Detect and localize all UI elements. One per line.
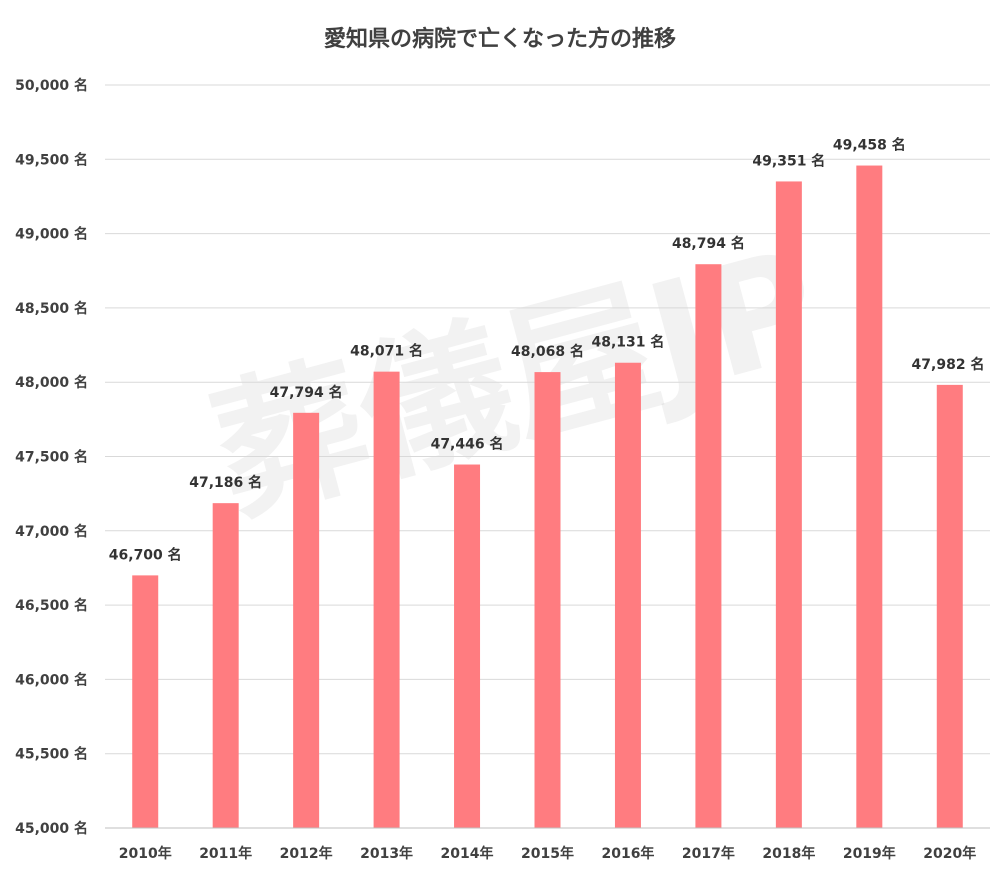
data-label: 47,982 名 bbox=[912, 356, 985, 373]
data-labels: 46,700 名 47,186 名 47,794 名 48,071 名 47,446 名… bbox=[109, 137, 985, 564]
data-label: 47,446 名 bbox=[431, 436, 504, 453]
bar bbox=[936, 384, 963, 828]
bar bbox=[132, 575, 159, 828]
bar bbox=[212, 503, 239, 828]
data-label: 47,794 名 bbox=[270, 384, 343, 401]
data-label: 48,794 名 bbox=[672, 235, 745, 252]
x-tick-label: 2019年 bbox=[843, 845, 896, 862]
y-tick-label: 48,000 名 bbox=[15, 374, 88, 391]
y-tick-label: 47,500 名 bbox=[15, 449, 88, 466]
bar bbox=[695, 264, 722, 828]
y-axis-tick-labels: 45,000 名 45,500 名 46,000 名 46,500 名 47,000 名… bbox=[15, 77, 88, 837]
y-tick-label: 47,000 名 bbox=[15, 523, 88, 540]
data-label: 47,186 名 bbox=[189, 474, 262, 491]
y-tick-label: 45,500 名 bbox=[15, 746, 88, 763]
x-tick-label: 2012年 bbox=[280, 845, 333, 862]
data-label: 48,068 名 bbox=[511, 343, 584, 360]
watermark-text: 葬儀屋JP bbox=[197, 217, 837, 544]
chart-title: 愛知県の病院で亡くなった方の推移 bbox=[324, 26, 676, 52]
x-tick-label: 2016年 bbox=[601, 845, 654, 862]
y-tick-label: 45,000 名 bbox=[15, 820, 88, 837]
bar bbox=[534, 372, 561, 828]
bar bbox=[614, 362, 641, 828]
data-label: 46,700 名 bbox=[109, 546, 182, 563]
y-tick-label: 48,500 名 bbox=[15, 300, 88, 317]
x-axis-tick-labels: 2010年 2011年 2012年 2013年 2014年 2015年 2016年 2017年… bbox=[119, 845, 977, 862]
x-tick-label: 2018年 bbox=[762, 845, 815, 862]
x-tick-label: 2014年 bbox=[441, 845, 494, 862]
x-tick-label: 2013年 bbox=[360, 845, 413, 862]
y-tick-label: 49,500 名 bbox=[15, 151, 88, 168]
data-label: 49,458 名 bbox=[833, 137, 906, 154]
data-label: 49,351 名 bbox=[752, 152, 825, 169]
y-tick-label: 50,000 名 bbox=[15, 77, 88, 94]
y-tick-label: 46,000 名 bbox=[15, 671, 88, 688]
data-label: 48,071 名 bbox=[350, 343, 423, 360]
bar bbox=[293, 412, 320, 828]
x-tick-label: 2017年 bbox=[682, 845, 735, 862]
x-tick-label: 2011年 bbox=[199, 845, 252, 862]
y-tick-label: 46,500 名 bbox=[15, 597, 88, 614]
bars bbox=[132, 165, 963, 828]
data-label: 48,131 名 bbox=[592, 334, 665, 351]
x-tick-label: 2015年 bbox=[521, 845, 574, 862]
y-tick-label: 49,000 名 bbox=[15, 226, 88, 243]
bar bbox=[454, 464, 481, 828]
x-tick-label: 2010年 bbox=[119, 845, 172, 862]
x-tick-label: 2020年 bbox=[923, 845, 976, 862]
bar bbox=[775, 181, 802, 828]
bar bbox=[856, 165, 883, 828]
bar bbox=[373, 371, 400, 828]
